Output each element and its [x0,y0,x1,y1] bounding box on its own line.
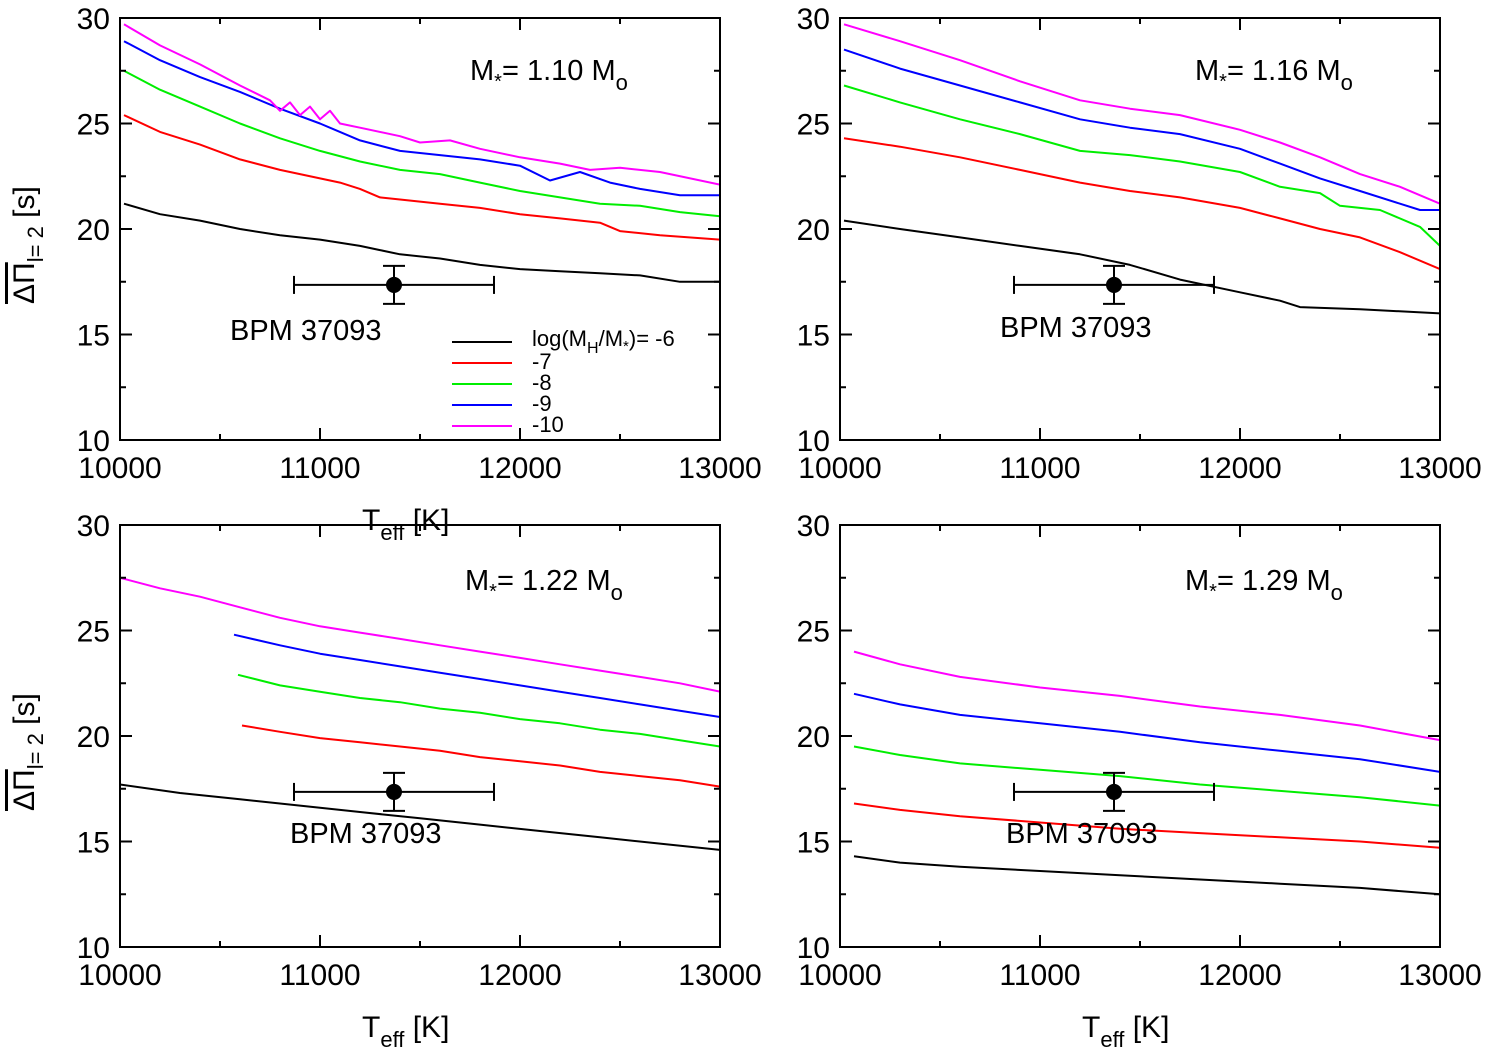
chart-panel-3: 10000 11000 12000 13000 10 15 20 25 30 M*= 1.22 M… [8,510,762,1047]
series-group [853,650,1440,896]
series-line-5 [853,650,1440,742]
y-tick-label: 25 [77,109,110,142]
observation-point [1106,276,1122,293]
legend-label-3: -8 [532,370,552,395]
series-line-1 [843,219,1440,315]
series-group [843,23,1440,315]
mass-annotation: M*= 1.10 Mo [470,55,628,95]
series-line-5 [123,23,720,186]
x-axis-title: Teff [K] [362,504,449,545]
y-tick-label: 10 [77,425,110,458]
observation-marker [1013,264,1215,305]
y-tick-label: 10 [77,932,110,965]
plot-frame [119,524,721,948]
series-group [123,23,720,283]
mass-annotation: M*= 1.22 Mo [465,565,623,605]
series-line-5 [843,23,1440,205]
y-tick-label: 10 [797,425,830,458]
chart-panel-2: 10000 11000 12000 13000 10 15 20 25 30 M*= 1.16 M… [797,3,1482,485]
observation-point [386,783,402,800]
y-tick-label: 15 [77,827,110,860]
observation-marker [1013,771,1215,812]
x-tick-label: 11000 [279,452,360,485]
observation-label: BPM 37093 [290,818,442,850]
series-line-4 [233,633,720,718]
legend: log(MH/M*)= -6-7-8-9-10 [452,326,675,437]
y-tick-label: 20 [797,721,830,754]
x-tick-label: 13000 [678,452,761,485]
series-line-4 [853,692,1440,773]
series-group [120,576,720,851]
chart-panel-4: 10000 11000 12000 13000 10 15 20 25 30 M*= 1.29 M… [797,510,1482,1047]
legend-label-4: -9 [532,391,552,416]
y-tick-label: 20 [77,214,110,247]
y-tick-label: 30 [797,510,830,543]
series-line-3 [123,69,720,218]
legend-label-5: -10 [532,412,564,437]
y-tick-label: 15 [77,320,110,353]
y-tick-label: 30 [797,3,830,36]
y-tick-label: 25 [77,616,110,649]
x-tick-label: 11000 [999,452,1080,485]
observation-point [386,276,402,293]
mass-annotation: M*= 1.29 Mo [1185,565,1343,605]
legend-label-2: -7 [532,349,552,374]
x-tick-label: 13000 [1398,452,1481,485]
x-tick-label: 12000 [1198,959,1281,992]
series-line-4 [843,48,1440,211]
observation-label: BPM 37093 [230,315,382,347]
plot-frame [839,524,1441,948]
x-tick-label: 10000 [798,959,881,992]
observation-marker [293,771,495,812]
y-axis-title: ΔΠl= 2 [s] [8,693,48,811]
x-tick-label: 11000 [279,959,360,992]
observation-marker [293,264,495,305]
legend-label-1: log(MH/M*)= -6 [532,326,675,357]
series-line-2 [123,114,720,241]
y-tick-label: 20 [797,214,830,247]
series-line-5 [120,576,720,693]
y-axis-title: ΔΠl= 2 [s] [8,186,48,304]
y-tick-label: 30 [77,510,110,543]
series-line-3 [843,84,1440,247]
series-line-2 [853,802,1440,849]
series-line-1 [853,855,1440,896]
series-line-3 [237,673,720,748]
x-tick-label: 10000 [78,452,161,485]
y-tick-label: 15 [797,320,830,353]
y-tick-label: 10 [797,932,830,965]
observation-label: BPM 37093 [1006,818,1158,850]
x-tick-label: 10000 [798,452,881,485]
x-tick-label: 13000 [1398,959,1481,992]
y-tick-label: 25 [797,616,830,649]
x-tick-label: 10000 [78,959,161,992]
mass-annotation: M*= 1.16 Mo [1195,55,1353,95]
y-tick-label: 15 [797,827,830,860]
series-line-4 [123,40,720,197]
x-tick-label: 13000 [678,959,761,992]
series-line-3 [853,745,1440,807]
x-tick-label: 12000 [478,452,561,485]
x-tick-label: 12000 [1198,452,1281,485]
observation-label: BPM 37093 [1000,312,1152,344]
series-line-1 [123,202,720,283]
series-line-2 [241,724,720,788]
series-line-1 [120,783,720,851]
x-tick-label: 12000 [478,959,561,992]
x-axis-title: Teff [K] [362,1011,449,1047]
series-line-2 [843,137,1440,271]
y-tick-label: 25 [797,109,830,142]
y-tick-label: 30 [77,3,110,36]
x-tick-label: 11000 [999,959,1080,992]
observation-point [1106,783,1122,800]
y-tick-label: 20 [77,721,110,754]
x-axis-title: Teff [K] [1082,1011,1169,1047]
chart-panel-1: 10000 11000 12000 13000 10 15 20 25 30 M*= 1.10 M… [8,3,762,545]
